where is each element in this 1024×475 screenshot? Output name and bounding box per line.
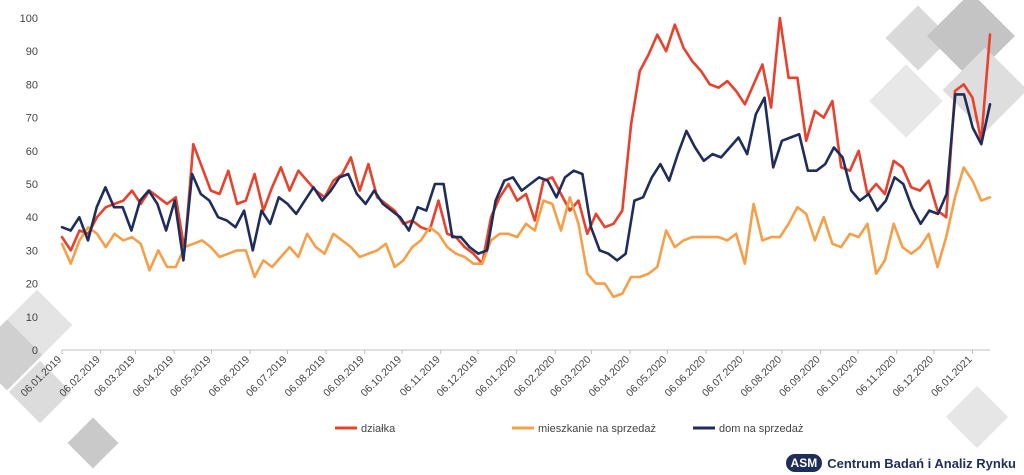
y-tick-label: 20 [26, 279, 38, 291]
y-tick-label: 90 [26, 46, 38, 58]
y-tick-label: 0 [32, 345, 38, 357]
y-tick-label: 40 [26, 212, 38, 224]
y-tick-label: 60 [26, 146, 38, 158]
y-tick-label: 80 [26, 79, 38, 91]
legend: działka mieszkanie na sprzedaż dom na sprz… [335, 423, 803, 435]
y-tick-label: 10 [26, 312, 38, 324]
series-layer [60, 16, 992, 299]
y-tick-label: 100 [20, 13, 38, 25]
logo-badge: ASM [785, 454, 823, 472]
x-tick-label: 06.10.2019 [359, 354, 405, 400]
legend-label: mieszkanie na sprzedaż [538, 423, 656, 435]
y-axis: 0 10 20 30 40 50 60 70 80 90 100 [20, 13, 38, 357]
x-axis: 06.01.201906.02.201906.03.201906.04.2019… [18, 350, 975, 400]
series-line [60, 93, 992, 262]
legend-label: działka [361, 423, 396, 435]
series-line [60, 166, 992, 299]
y-tick-label: 50 [26, 179, 38, 191]
series-line [60, 16, 992, 266]
logo-text: Centrum Badań i Analiz Rynku [827, 455, 1016, 471]
x-tick-label: 06.01.2021 [929, 354, 975, 400]
y-tick-label: 70 [26, 113, 38, 125]
x-tick-label: 06.10.2020 [814, 354, 860, 400]
legend-label: dom na sprzedaż [719, 423, 803, 435]
company-logo: ASM Centrum Badań i Analiz Rynku [785, 452, 1016, 474]
y-tick-label: 30 [26, 245, 38, 257]
